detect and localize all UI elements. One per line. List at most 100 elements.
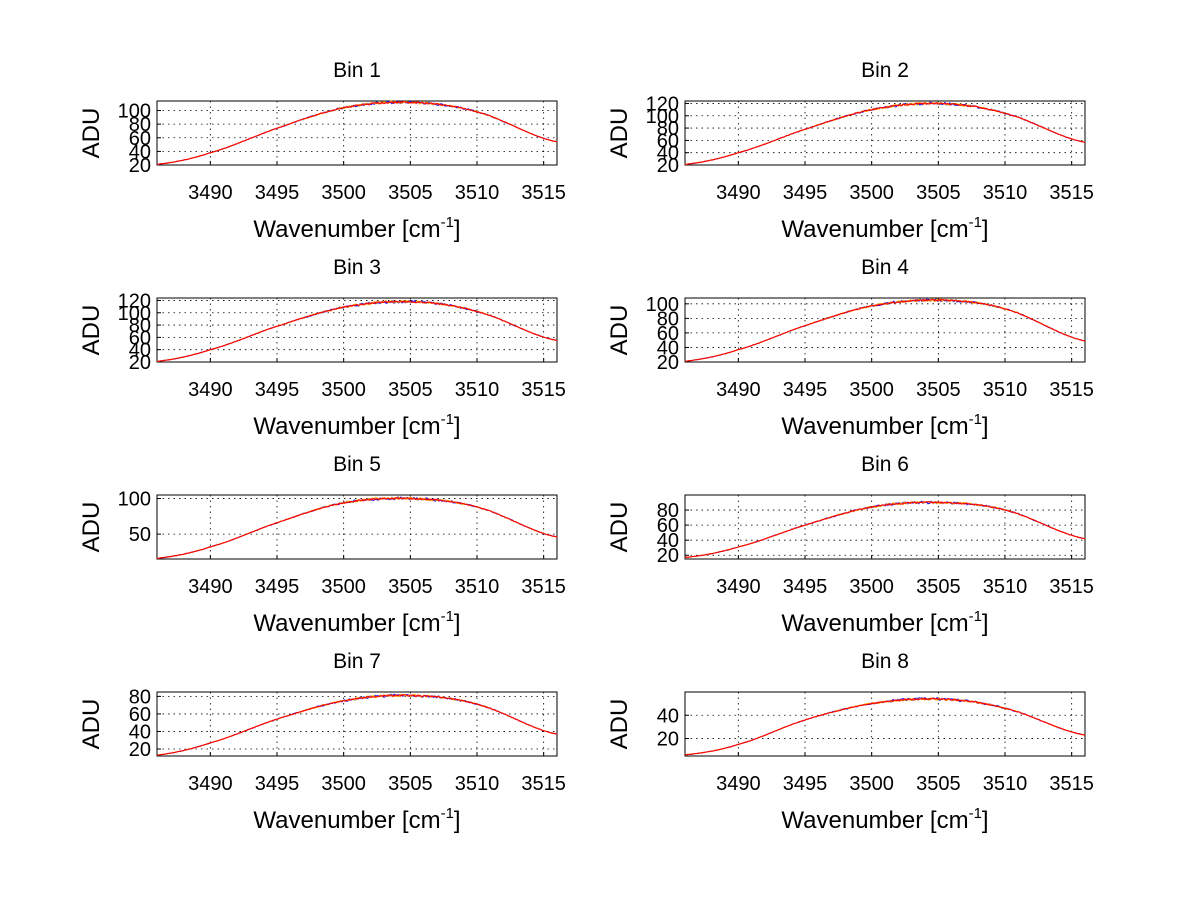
x-tick-label: 3500 (849, 182, 894, 204)
y-tick-label: 40 (129, 721, 151, 743)
x-tick-label: 3490 (188, 773, 233, 795)
x-axis-label-close: ] (982, 610, 989, 637)
x-axis-label: Wavenumber [cm-1] (253, 411, 460, 440)
plot-area-4 (684, 297, 1086, 363)
y-tick-label: 120 (118, 290, 151, 312)
y-tick-label: 100 (118, 101, 151, 123)
x-axis-label: Wavenumber [cm-1] (253, 608, 460, 637)
y-tick-label: 80 (129, 315, 151, 337)
x-tick-label: 3515 (1049, 773, 1094, 795)
x-tick-label: 3500 (321, 576, 366, 598)
y-axis-label: ADU (606, 305, 633, 356)
x-tick-label: 3515 (521, 576, 566, 598)
x-axis-label-text: Wavenumber [cm (781, 807, 968, 834)
x-tick-label: 3495 (255, 576, 300, 598)
x-tick-label: 3510 (983, 773, 1028, 795)
y-tick-label: 100 (646, 294, 679, 316)
plot-area-3 (156, 297, 558, 363)
x-axis-label-close: ] (454, 413, 461, 440)
y-tick-label: 40 (657, 530, 679, 552)
x-axis-label-superscript: -1 (441, 608, 454, 625)
x-axis-label-close: ] (454, 807, 461, 834)
x-tick-label: 3490 (716, 182, 761, 204)
x-tick-label: 3500 (849, 576, 894, 598)
x-tick-label: 3510 (455, 379, 500, 401)
x-axis-label-superscript: -1 (969, 608, 982, 625)
x-axis-label: Wavenumber [cm-1] (781, 411, 988, 440)
y-tick-label: 40 (129, 340, 151, 362)
x-axis-label-superscript: -1 (969, 805, 982, 822)
x-tick-label: 3500 (849, 379, 894, 401)
series-line-bin-1 (156, 100, 558, 165)
x-axis-label-text: Wavenumber [cm (253, 610, 440, 637)
chart-title: Bin 1 (333, 59, 381, 82)
x-axis-label: Wavenumber [cm-1] (781, 805, 988, 834)
plot-area-1 (156, 100, 558, 166)
x-tick-label: 3505 (916, 379, 961, 401)
plot-area-2 (684, 100, 1086, 166)
x-tick-label: 3510 (455, 773, 500, 795)
x-axis-label-superscript: -1 (441, 805, 454, 822)
series-line-bin-3 (156, 300, 558, 362)
y-axis-label: ADU (78, 305, 105, 356)
x-tick-label: 3510 (455, 182, 500, 204)
x-axis-label-text: Wavenumber [cm (253, 216, 440, 243)
x-tick-label: 3495 (783, 773, 828, 795)
series-line-bin-2 (684, 102, 1086, 165)
x-tick-label: 3510 (983, 576, 1028, 598)
x-tick-label: 3505 (916, 773, 961, 795)
y-axis-label: ADU (78, 699, 105, 750)
y-tick-label: 80 (129, 114, 151, 136)
x-axis-label: Wavenumber [cm-1] (253, 214, 460, 243)
y-axis-label: ADU (606, 108, 633, 159)
x-tick-label: 3495 (255, 182, 300, 204)
x-tick-label: 3505 (388, 379, 433, 401)
y-tick-label: 40 (657, 705, 679, 727)
x-tick-label: 3500 (321, 182, 366, 204)
y-tick-label: 20 (657, 352, 679, 374)
subplot-bin-5: 3490 3495 3500 3505 3510 3515 50 100 Bin 5 Wavenu… (78, 453, 566, 637)
x-tick-label: 3495 (783, 182, 828, 204)
y-tick-label: 60 (129, 327, 151, 349)
x-tick-label: 3495 (783, 576, 828, 598)
x-axis-label: Wavenumber [cm-1] (781, 214, 988, 243)
x-axis-label-text: Wavenumber [cm (781, 216, 968, 243)
y-tick-label: 80 (657, 118, 679, 140)
x-tick-label: 3510 (983, 182, 1028, 204)
x-tick-label: 3490 (716, 379, 761, 401)
chart-title: Bin 7 (333, 650, 381, 673)
y-tick-label: 80 (657, 500, 679, 522)
x-tick-label: 3510 (455, 576, 500, 598)
plot-area-7 (156, 691, 558, 757)
x-tick-label: 3500 (321, 379, 366, 401)
chart-title: Bin 3 (333, 256, 381, 279)
x-axis-label-text: Wavenumber [cm (781, 413, 968, 440)
y-axis-label: ADU (606, 502, 633, 553)
x-tick-label: 3505 (916, 576, 961, 598)
x-tick-label: 3490 (188, 576, 233, 598)
y-axis-label: ADU (78, 502, 105, 553)
series-line-bin-7 (157, 694, 558, 756)
x-axis-label-close: ] (454, 216, 461, 243)
x-tick-label: 3515 (1049, 576, 1094, 598)
x-tick-label: 3495 (255, 773, 300, 795)
x-axis-label-superscript: -1 (441, 411, 454, 428)
chart-title: Bin 4 (861, 256, 909, 279)
x-axis-label-close: ] (454, 610, 461, 637)
x-axis-label-text: Wavenumber [cm (253, 413, 440, 440)
series-line-bin-8 (684, 697, 1086, 756)
x-axis-label-close: ] (982, 807, 989, 834)
x-axis-label-superscript: -1 (969, 214, 982, 231)
x-tick-label: 3490 (716, 576, 761, 598)
y-tick-label: 40 (129, 141, 151, 163)
x-tick-label: 3505 (388, 576, 433, 598)
chart-title: Bin 6 (861, 453, 909, 476)
x-tick-label: 3495 (255, 379, 300, 401)
chart-title: Bin 5 (333, 453, 381, 476)
x-axis-label-text: Wavenumber [cm (781, 610, 968, 637)
